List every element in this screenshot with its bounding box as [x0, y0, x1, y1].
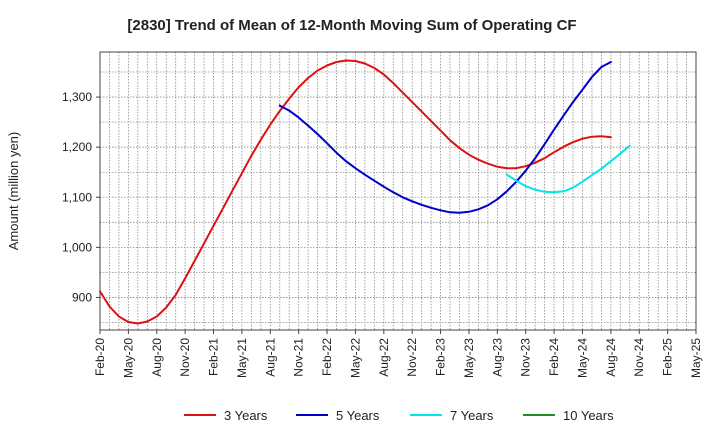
x-tick-label: May-22 [348, 338, 362, 378]
y-axis-label: Amount (million yen) [6, 132, 21, 251]
legend-label-5-years: 5 Years [336, 408, 380, 423]
x-tick-label: Feb-23 [434, 338, 448, 376]
x-tick-label: Feb-25 [661, 338, 675, 376]
x-tick-label: Nov-23 [519, 338, 533, 377]
plot-area [100, 52, 696, 330]
x-tick-label: Aug-22 [377, 338, 391, 377]
series-line-5-years [278, 61, 612, 214]
y-tick-label: 1,100 [62, 190, 92, 204]
series-line-3-years [99, 59, 612, 325]
y-tick-label: 900 [72, 290, 92, 304]
x-tick-label: Feb-24 [547, 338, 561, 376]
y-tick-label: 1,200 [62, 140, 92, 154]
series-line-7-years [505, 144, 631, 194]
x-tick-label: May-20 [121, 338, 135, 378]
y-tick-label: 1,000 [62, 240, 92, 254]
legend: 3 Years 5 Years 7 Years 10 Years [184, 408, 614, 423]
x-tick-label: Aug-20 [150, 338, 164, 377]
x-tick-label: Aug-23 [490, 338, 504, 377]
x-tick-label: Nov-21 [292, 338, 306, 377]
x-tick-label: Nov-22 [405, 338, 419, 377]
x-tick-label: Feb-20 [93, 338, 107, 376]
y-axis: 900 1,000 1,100 1,200 1,300 [62, 90, 100, 304]
y-tick-label: 1,300 [62, 90, 92, 104]
legend-label-7-years: 7 Years [450, 408, 494, 423]
x-tick-label: Aug-21 [263, 338, 277, 377]
x-tick-label: Feb-21 [207, 338, 221, 376]
x-tick-label: Nov-24 [632, 338, 646, 377]
x-axis: Feb-20 May-20 Aug-20 Nov-20 Feb-21 May-21 Aug-… [93, 330, 703, 378]
x-tick-label: May-24 [575, 338, 589, 378]
legend-label-10-years: 10 Years [563, 408, 614, 423]
legend-label-3-years: 3 Years [224, 408, 268, 423]
plot-border [99, 51, 697, 331]
x-tick-label: May-21 [235, 338, 249, 378]
x-tick-label: Aug-24 [604, 338, 618, 377]
chart-title: [2830] Trend of Mean of 12-Month Moving … [127, 17, 576, 34]
x-tick-label: May-23 [462, 338, 476, 378]
grid [100, 52, 696, 330]
x-tick-label: May-25 [689, 338, 703, 378]
x-tick-label: Nov-20 [178, 338, 192, 377]
series-layer [99, 59, 631, 325]
x-tick-label: Feb-22 [320, 338, 334, 376]
